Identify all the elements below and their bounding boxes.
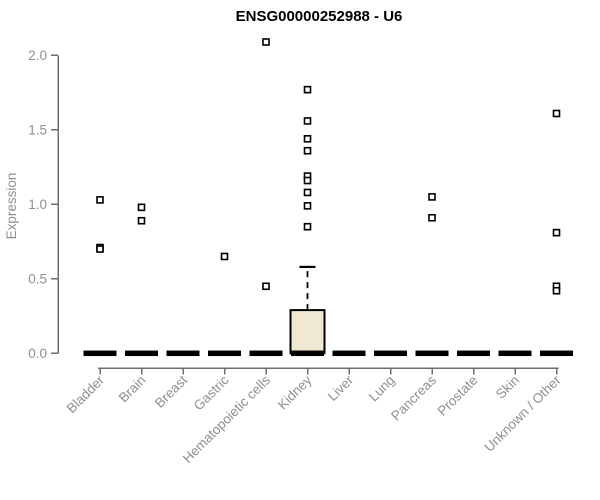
outlier-point: [552, 109, 561, 118]
outlier-point: [303, 222, 312, 231]
outlier-point: [137, 216, 146, 225]
outlier-point: [262, 38, 270, 46]
outlier-point: [428, 213, 436, 222]
median-bar: [498, 350, 532, 357]
outlier-point: [262, 282, 270, 291]
outlier-point: [303, 176, 312, 185]
median-bar: [249, 350, 283, 357]
x-category-label: Skin: [493, 373, 522, 402]
median-bar: [415, 350, 449, 357]
median-bar: [125, 350, 158, 357]
outlier-point: [137, 203, 146, 212]
outlier-point: [552, 286, 561, 295]
outlier-point: [303, 117, 312, 125]
x-category-label: Unknown / Other: [481, 372, 564, 455]
median-bar: [166, 350, 200, 357]
median-bar: [332, 350, 366, 357]
x-category-label: Gastric: [191, 372, 232, 413]
data-points: [96, 38, 561, 295]
x-category-label: Bladder: [64, 372, 108, 416]
x-category-label: Liver: [325, 372, 357, 404]
y-tick-label: 2.0: [28, 48, 47, 63]
outlier-point: [96, 245, 104, 253]
axes: 0.0 0.5 1.0 1.5 2.0 Bladder Brain Breast Gastric…: [28, 48, 564, 466]
outlier-point: [552, 228, 561, 237]
y-tick-label: 0.0: [28, 346, 47, 361]
outlier-point: [303, 146, 312, 155]
x-category-label: Lung: [366, 373, 398, 405]
x-category-label: Brain: [116, 373, 149, 406]
median-bar: [83, 350, 117, 357]
boxplots: [83, 265, 573, 357]
outlier-point: [96, 196, 104, 204]
outlier-point: [428, 193, 436, 201]
outlier-point: [303, 188, 312, 197]
median-bar: [374, 350, 407, 357]
y-tick-label: 1.5: [28, 122, 47, 137]
median-bar: [291, 350, 324, 357]
outlier-point: [220, 252, 229, 261]
chart-title: ENSG00000252988 - U6: [236, 8, 403, 25]
x-category-label: Kidney: [275, 372, 315, 412]
y-tick-label: 1.0: [28, 197, 47, 212]
y-tick-label: 0.5: [28, 271, 47, 286]
y-axis-label: Expression: [4, 173, 19, 240]
outlier-point: [303, 135, 312, 143]
median-bar: [208, 350, 241, 357]
box: [289, 309, 326, 355]
outlier-point: [303, 85, 312, 94]
median-bar: [540, 350, 573, 357]
x-category-label: Pancreas: [388, 372, 439, 423]
x-category-label: Prostate: [434, 373, 480, 419]
outlier-point: [303, 202, 312, 210]
x-category-label: Breast: [152, 372, 190, 410]
median-bar: [457, 350, 490, 357]
